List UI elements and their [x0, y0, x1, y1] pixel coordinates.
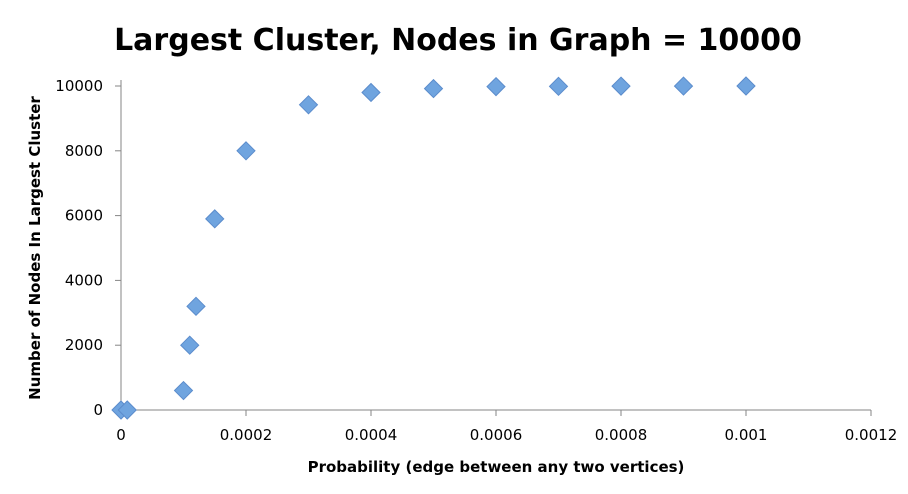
x-tick-label: 0 — [116, 426, 126, 444]
y-axis-label: Number of Nodes In Largest Cluster — [26, 96, 44, 400]
y-tick-label: 0 — [93, 401, 103, 419]
x-tick-label: 0.0006 — [470, 426, 523, 444]
data-points — [111, 76, 756, 420]
data-point — [117, 400, 137, 420]
y-tick-label: 10000 — [55, 77, 103, 95]
y-tick-label: 8000 — [65, 142, 103, 160]
data-point — [205, 209, 225, 229]
x-axis-label: Probability (edge between any two vertic… — [308, 458, 685, 476]
data-point — [180, 335, 200, 355]
y-tick-label: 4000 — [65, 271, 103, 289]
x-tick-label: 0.0004 — [345, 426, 398, 444]
data-point — [611, 76, 631, 96]
chart-title: Largest Cluster, Nodes in Graph = 10000 — [114, 23, 802, 58]
data-point — [423, 78, 444, 99]
data-point — [736, 76, 756, 96]
x-axis-ticks: 0 0.0002 0.0004 0.0006 0.0008 0.001 0.0012 — [116, 410, 897, 444]
x-tick-label: 0.0012 — [845, 426, 898, 444]
axes — [120, 80, 871, 411]
data-point — [673, 76, 694, 96]
x-tick-label: 0.0008 — [595, 426, 648, 444]
data-point — [486, 76, 506, 97]
x-tick-label: 0.001 — [725, 426, 768, 444]
data-point — [361, 82, 381, 103]
y-axis-ticks: 0 2000 4000 6000 8000 10000 — [55, 77, 121, 419]
data-point — [173, 380, 194, 401]
y-tick-label: 6000 — [65, 207, 103, 225]
data-point — [186, 296, 206, 317]
data-point — [236, 141, 256, 161]
x-tick-label: 0.0002 — [220, 426, 273, 444]
data-point — [548, 76, 569, 97]
y-tick-label: 2000 — [65, 336, 103, 354]
data-point — [298, 95, 319, 115]
